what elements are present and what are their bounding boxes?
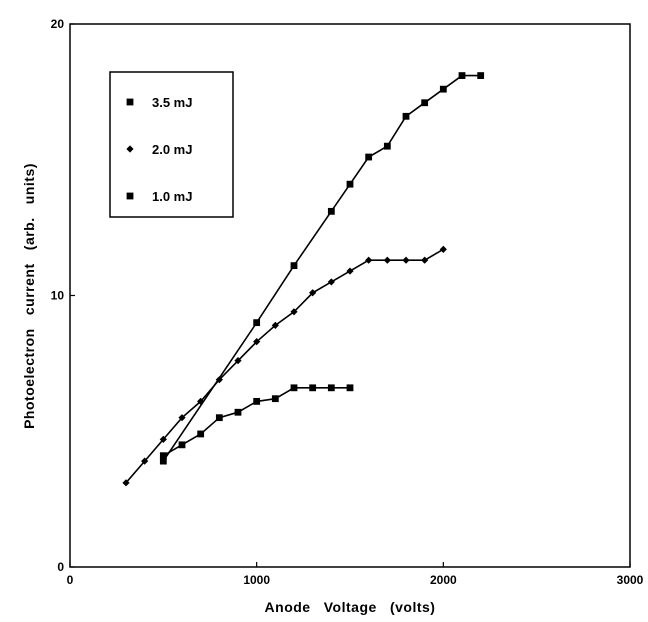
data-point [290, 262, 298, 270]
data-point [402, 112, 410, 120]
x-axis-title: Anode Voltage (volts) [265, 599, 436, 615]
y-axis-ticks: 0 10 20 [51, 17, 75, 574]
data-point [327, 278, 335, 286]
x-tick-label: 3000 [617, 573, 644, 587]
data-point [197, 430, 205, 438]
data-point [159, 457, 167, 465]
data-point [178, 441, 186, 449]
data-point [178, 414, 186, 422]
legend-marker [126, 145, 134, 153]
data-point [346, 267, 354, 275]
data-point [215, 414, 223, 422]
series-0 [159, 72, 485, 465]
data-point [215, 376, 223, 384]
data-point [365, 256, 373, 264]
data-point [309, 289, 317, 297]
series-layer [122, 72, 485, 487]
x-tick-label: 2000 [430, 573, 457, 587]
legend-entries: 3.5 mJ 2.0 mJ 1.0 mJ [126, 95, 192, 204]
data-point [234, 357, 242, 365]
legend-marker [126, 98, 134, 106]
data-point [439, 245, 447, 253]
data-point [159, 435, 167, 443]
data-point [253, 319, 261, 327]
data-point [141, 457, 149, 465]
x-tick-label: 0 [67, 573, 74, 587]
data-point [327, 207, 335, 215]
data-point [383, 256, 391, 264]
legend-label: 1.0 mJ [152, 189, 192, 204]
data-point [290, 384, 298, 392]
data-point [271, 395, 279, 403]
legend-label: 3.5 mJ [152, 95, 192, 110]
data-point [253, 397, 261, 405]
y-tick-label: 0 [57, 560, 64, 574]
data-point [383, 142, 391, 150]
data-point [327, 384, 335, 392]
x-tick-label: 1000 [243, 573, 270, 587]
legend-marker [126, 192, 134, 200]
data-point [159, 452, 167, 460]
data-point [402, 256, 410, 264]
legend-box [109, 71, 234, 218]
legend-label: 2.0 mJ [152, 142, 192, 157]
legend [109, 71, 234, 218]
data-point [346, 384, 354, 392]
series-line [125, 248, 444, 484]
data-point [365, 153, 373, 161]
x-axis-ticks: 0 1000 2000 3000 [67, 562, 644, 587]
series-line [162, 74, 481, 462]
y-axis-title: Photoelectron current (arb. units) [21, 163, 37, 429]
data-point [346, 180, 354, 188]
data-point [439, 85, 447, 93]
y-tick-label: 10 [51, 289, 65, 303]
data-point [234, 408, 242, 416]
data-point [309, 384, 317, 392]
data-point [290, 308, 298, 316]
data-point [477, 72, 485, 79]
data-point [421, 99, 429, 107]
data-point [122, 479, 130, 487]
data-point [421, 256, 429, 264]
data-point [458, 72, 466, 79]
series-1 [122, 245, 447, 487]
data-point [271, 321, 279, 329]
data-point [197, 397, 205, 405]
series-2 [159, 384, 354, 460]
data-point [253, 338, 261, 346]
y-tick-label: 20 [51, 17, 65, 31]
